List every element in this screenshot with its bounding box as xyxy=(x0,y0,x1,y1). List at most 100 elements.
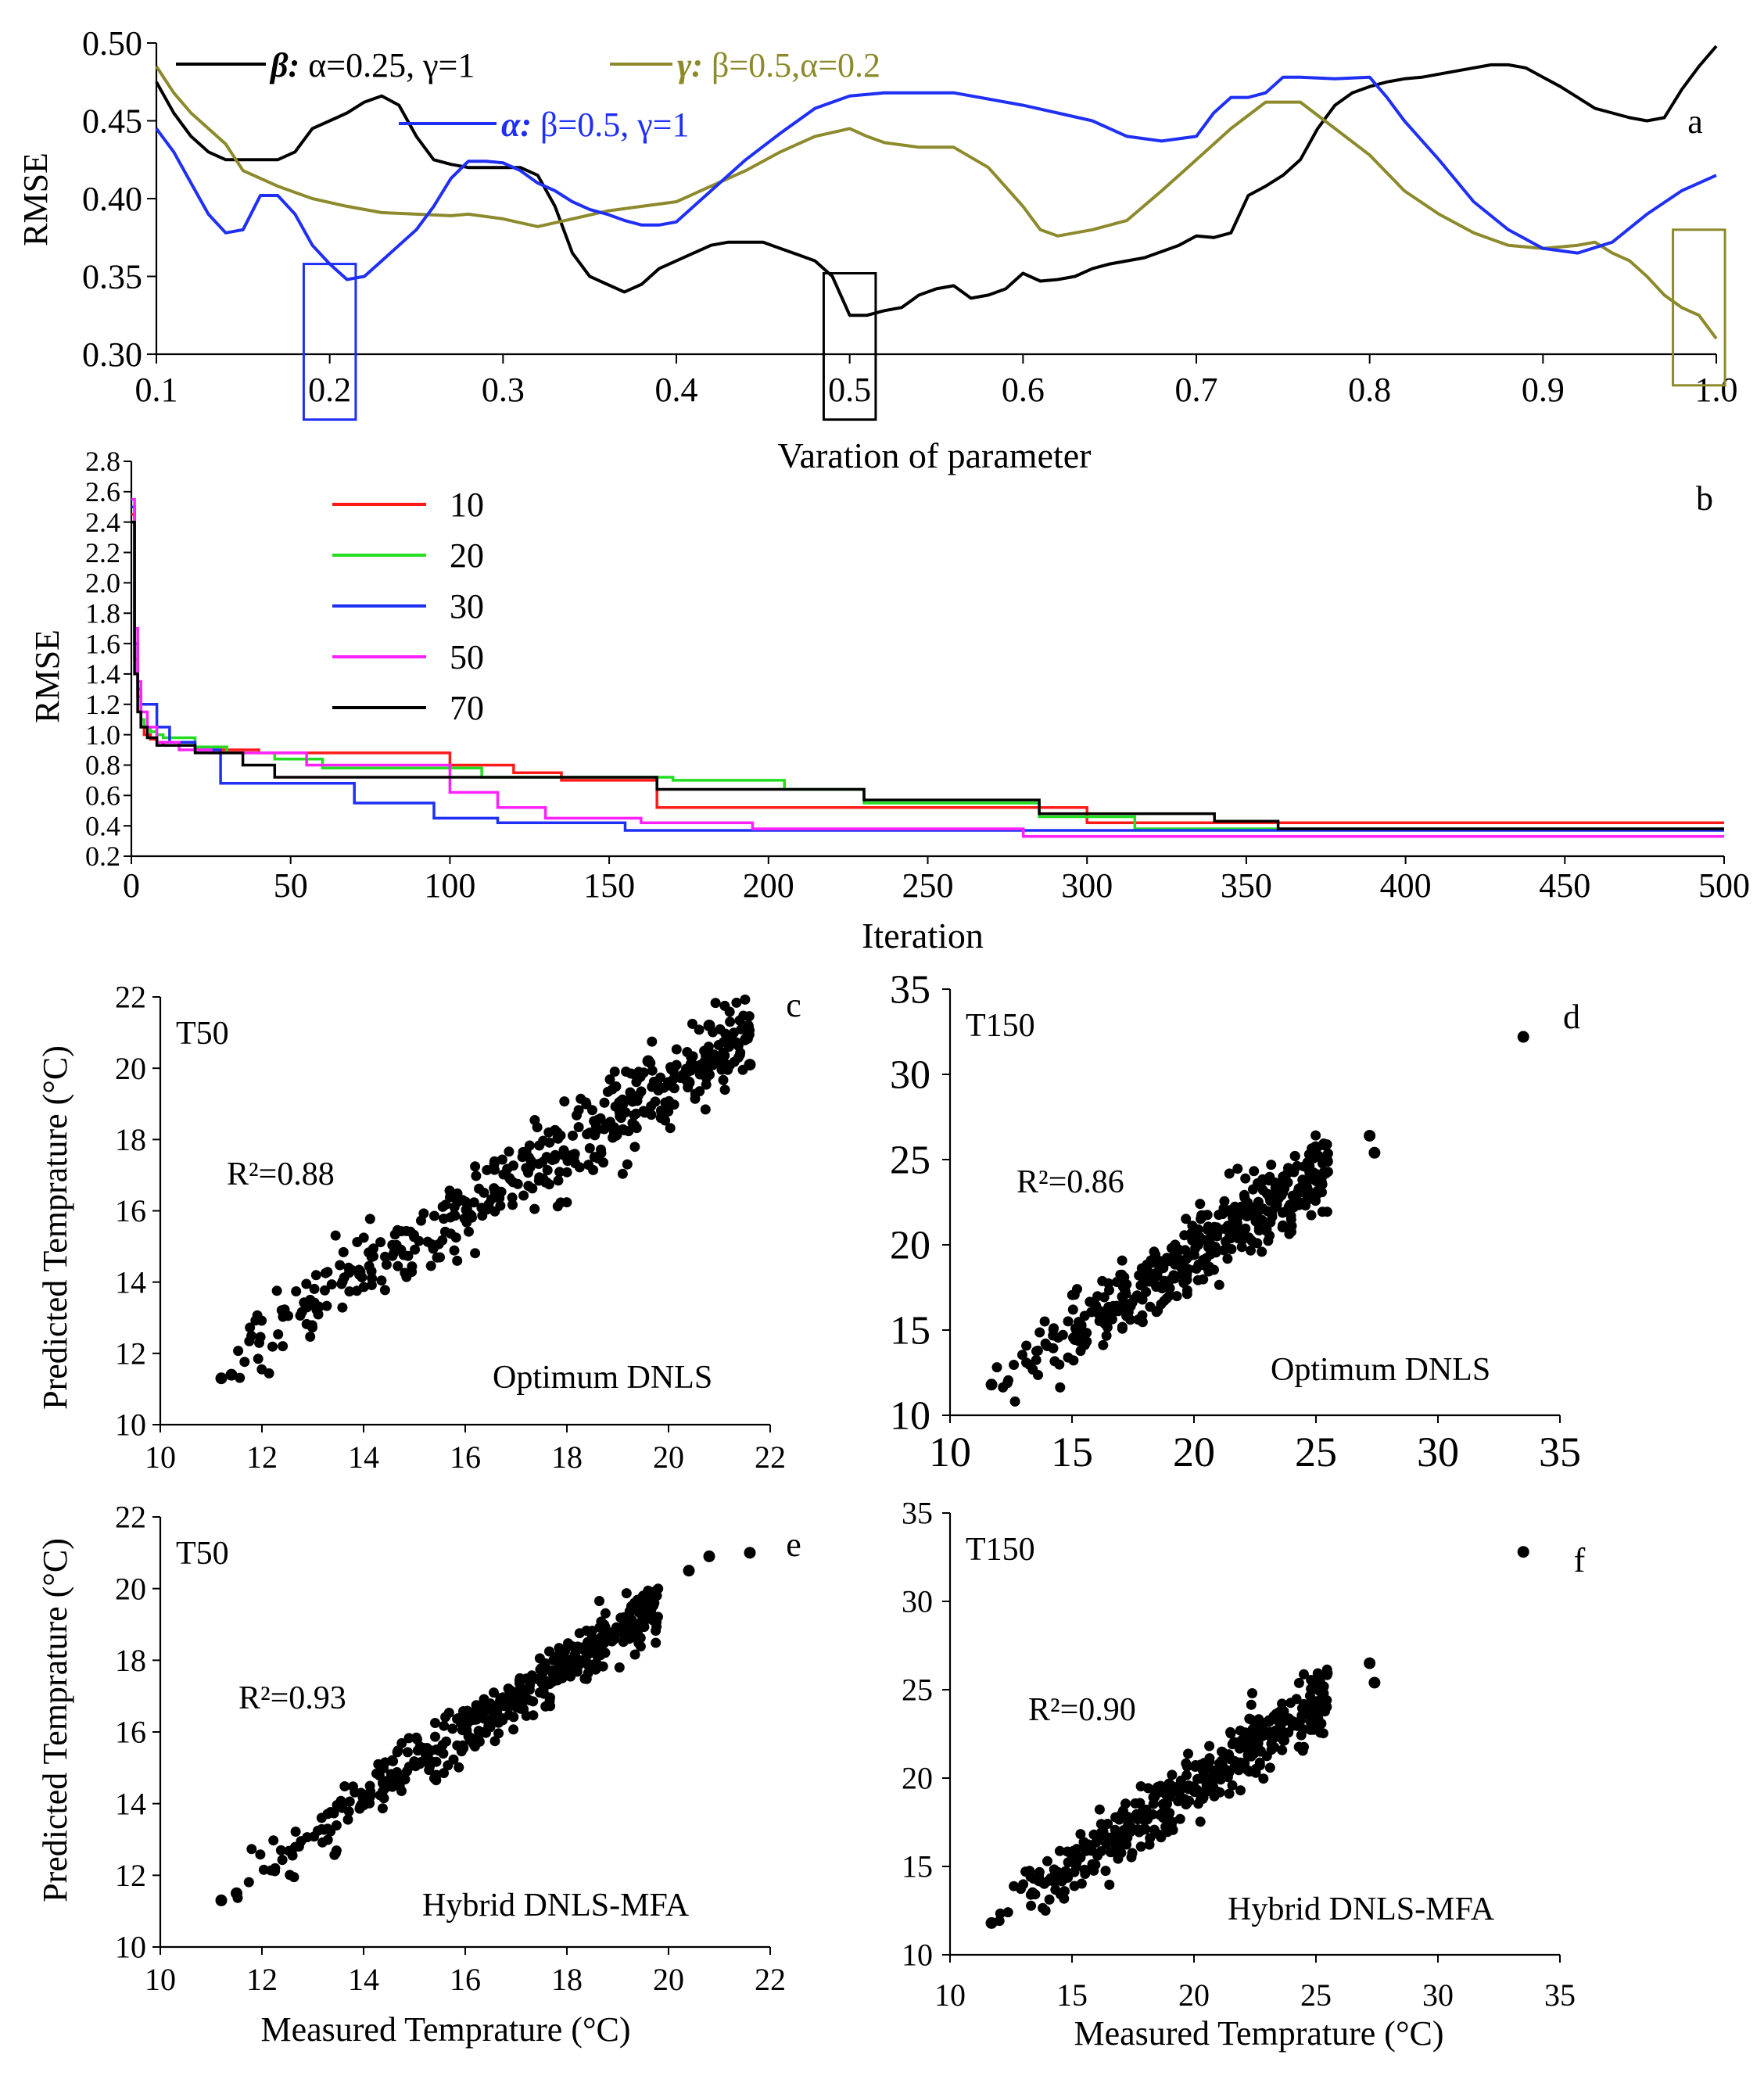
scatter-point xyxy=(1165,1791,1176,1802)
scatter-point xyxy=(537,1668,548,1679)
scatter-point xyxy=(375,1790,385,1801)
scatter-point xyxy=(489,1183,500,1194)
scatter-point xyxy=(1319,1140,1330,1151)
scatter-point xyxy=(430,1731,440,1742)
scatter-point xyxy=(718,1074,729,1085)
scatter-point xyxy=(1194,1232,1205,1242)
x-tick-label: 16 xyxy=(450,1962,481,1997)
scatter-point xyxy=(995,1908,1006,1919)
scatter-point xyxy=(1225,1728,1236,1739)
scatter-point xyxy=(253,1354,264,1364)
scatter-point xyxy=(1270,1725,1281,1736)
scatter-point xyxy=(683,1076,695,1088)
scatter-point xyxy=(270,1866,281,1877)
scatter-point xyxy=(1135,1841,1146,1852)
scatter-point xyxy=(375,1237,386,1248)
scatter-point xyxy=(1218,1245,1229,1256)
scatter-point xyxy=(1039,1316,1050,1327)
scatter-point xyxy=(1287,1720,1298,1731)
scatter-point xyxy=(338,1246,349,1257)
scatter-point xyxy=(1209,1264,1219,1275)
scatter-point xyxy=(1197,1773,1208,1784)
scatter-point xyxy=(648,1077,659,1087)
y-tick-label: 0.40 xyxy=(82,180,142,218)
scatter-point xyxy=(1204,1753,1215,1764)
scatter-point xyxy=(561,1167,572,1178)
scatter-point xyxy=(348,1781,358,1792)
scatter-point xyxy=(1277,1744,1288,1755)
scatter-point xyxy=(450,1210,461,1221)
scatter-point xyxy=(1315,1171,1326,1182)
x-tick-label: 0.7 xyxy=(1175,371,1218,409)
scatter-point xyxy=(507,1192,518,1203)
inset-title: T150 xyxy=(966,1008,1035,1044)
scatter-point xyxy=(1071,1844,1082,1855)
scatter-point xyxy=(1229,1201,1240,1212)
scatter-point xyxy=(1163,1253,1174,1264)
method-label: Optimum DNLS xyxy=(1271,1352,1490,1388)
x-tick-label: 30 xyxy=(1417,1429,1459,1475)
scatter-point xyxy=(429,1210,439,1221)
scatter-point xyxy=(690,1088,701,1099)
scatter-point xyxy=(511,1687,522,1698)
y-tick-label: 12 xyxy=(115,1336,146,1371)
scatter-point xyxy=(635,1071,646,1082)
scatter-point xyxy=(1149,1824,1160,1835)
scatter-point xyxy=(1070,1851,1081,1862)
scatter-point xyxy=(579,1673,590,1684)
y-tick-label: 0.30 xyxy=(82,335,142,374)
scatter-point xyxy=(233,1346,244,1357)
scatter-point xyxy=(552,1675,563,1686)
scatter-point xyxy=(1322,1668,1333,1679)
scatter-point xyxy=(523,1181,534,1192)
inset-title: T50 xyxy=(176,1536,229,1572)
legend-params: β=0.5,α=0.2 xyxy=(703,46,880,84)
scatter-point xyxy=(1264,1762,1275,1773)
scatter-point xyxy=(533,1159,544,1169)
scatter-point xyxy=(290,1827,301,1837)
scatter-point xyxy=(1271,1200,1282,1211)
scatter-point xyxy=(1517,1031,1529,1043)
scatter-point xyxy=(534,1172,545,1183)
scatter-point xyxy=(1106,1314,1117,1325)
series-line xyxy=(155,65,1718,340)
scatter-point xyxy=(215,1894,228,1906)
highlight-box xyxy=(302,263,357,421)
scatter-point xyxy=(625,1087,636,1098)
legend-entry: 20 xyxy=(450,536,484,575)
scatter-point xyxy=(570,1158,581,1169)
scatter-point xyxy=(1219,1196,1230,1207)
scatter-point xyxy=(703,1019,715,1031)
scatter-point xyxy=(411,1732,421,1743)
scatter-point xyxy=(225,1368,238,1381)
scatter-point xyxy=(1164,1808,1175,1819)
scatter-point xyxy=(1249,1732,1260,1743)
scatter-point xyxy=(647,1594,658,1605)
scatter-point xyxy=(539,1677,550,1688)
scatter-point xyxy=(618,1637,629,1648)
scatter-point xyxy=(320,1267,331,1278)
y-tick-label: 22 xyxy=(115,980,146,1015)
scatter-point xyxy=(561,1197,572,1208)
scatter-point xyxy=(1063,1316,1074,1327)
scatter-point xyxy=(439,1214,449,1224)
scatter-point xyxy=(554,1167,565,1178)
x-tick-label: 0.4 xyxy=(655,371,698,409)
inset-title: T150 xyxy=(966,1532,1035,1568)
legend-symbol: β: xyxy=(269,46,299,84)
scatter-point xyxy=(1109,1303,1120,1314)
scatter-point xyxy=(326,1279,337,1290)
scatter-point xyxy=(1120,1285,1131,1296)
scatter-point xyxy=(339,1781,350,1791)
scatter-point xyxy=(1159,1296,1170,1307)
scatter-point xyxy=(507,1199,518,1210)
scatter-point xyxy=(1117,1255,1128,1266)
scatter-point xyxy=(1239,1758,1250,1769)
scatter-point xyxy=(337,1302,348,1313)
scatter-point xyxy=(464,1209,475,1220)
scatter-point xyxy=(624,1612,635,1622)
scatter-point xyxy=(1285,1698,1296,1708)
scatter-point xyxy=(489,1687,499,1698)
y-tick-label: 2.8 xyxy=(85,446,120,477)
